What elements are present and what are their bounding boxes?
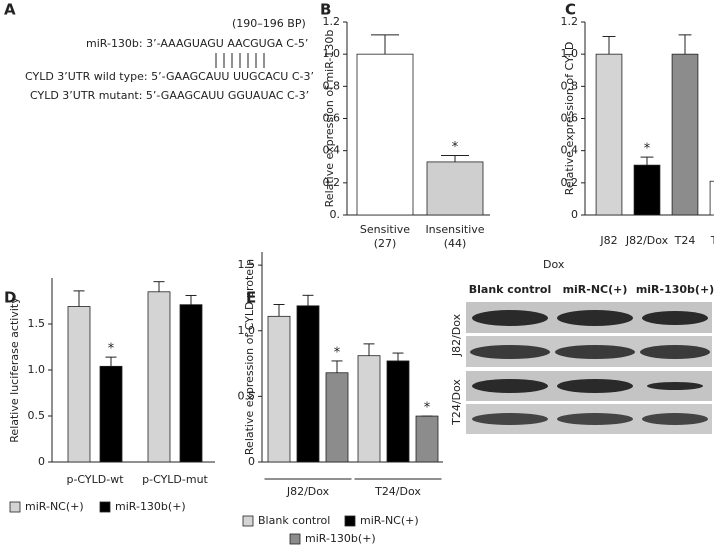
- y-tick-label: 1.0: [28, 363, 46, 376]
- site-note: (190–196 BP): [232, 17, 306, 30]
- legend-swatch: [9, 501, 21, 513]
- panel-letter: E: [246, 289, 256, 307]
- legend-label: miR-NC(+): [25, 500, 84, 513]
- legend-label: miR-130b(+): [305, 532, 376, 545]
- blot-column: miR-NC(+): [563, 283, 628, 296]
- legend-swatch: [289, 533, 301, 545]
- bar: [356, 53, 414, 216]
- x-tick-label: (44): [444, 237, 467, 250]
- panel-letter: A: [4, 1, 16, 19]
- y-tick-label: 0.8: [561, 79, 579, 92]
- significance-mark: *: [644, 142, 651, 157]
- panel-letter: B: [320, 1, 331, 19]
- x-tick-label: J82/Dox: [286, 485, 330, 498]
- bar: [595, 53, 623, 216]
- row-label: Dox: [543, 258, 565, 271]
- pairing-lines: [215, 53, 265, 68]
- legend-swatch: [344, 515, 356, 527]
- x-tick-label: p-CYLD-mut: [142, 473, 208, 486]
- legend-swatch: [99, 501, 111, 513]
- x-tick-label: Sensitive: [360, 223, 410, 236]
- x-tick-label: (27): [374, 237, 397, 250]
- blot: Blank control miR-NC(+) miR-130b(+) J82/…: [450, 283, 714, 436]
- y-tick-label: 0.: [330, 208, 341, 221]
- y-tick-label: 0.6: [561, 112, 579, 125]
- y-tick-label: 1.2: [323, 15, 341, 28]
- x-tick-label: T24/Dox: [374, 485, 421, 498]
- significance-mark: *: [424, 401, 431, 416]
- y-tick-label: 0.2: [561, 176, 579, 189]
- blot-row: T24/Dox: [450, 379, 463, 426]
- y-tick-label: 0: [571, 208, 578, 221]
- y-tick-label: 1.0: [238, 324, 256, 337]
- bar: [386, 360, 410, 463]
- bar: [179, 304, 203, 463]
- y-tick-label: 0.4: [323, 144, 341, 157]
- bar: [296, 305, 320, 463]
- legend-swatch: [242, 515, 254, 527]
- y-axis-label: Relative luciferase activity: [8, 297, 21, 443]
- x-tick-label: Insensitive: [425, 223, 484, 236]
- y-tick-label: 1.5: [238, 258, 256, 271]
- panel-letter: D: [4, 289, 16, 307]
- legend-label: Blank control: [258, 514, 330, 527]
- bar: [709, 180, 714, 216]
- sequence: miR-130b: 3’-AAAGUAGU AACGUGA C-5’: [86, 37, 308, 50]
- bar: [147, 291, 171, 463]
- bar: [633, 164, 661, 216]
- y-tick-label: 0.2: [323, 176, 341, 189]
- significance-mark: *: [108, 342, 115, 357]
- bar: [426, 161, 484, 216]
- sequence: CYLD 3’UTR wild type: 5’-GAAGCAUU UUGCAC…: [25, 70, 314, 83]
- y-tick-label: 0: [248, 455, 255, 468]
- bar: [357, 355, 381, 463]
- significance-mark: *: [452, 140, 459, 155]
- bar: [267, 315, 291, 463]
- y-tick-label: 0.8: [323, 79, 341, 92]
- blot-column: miR-130b(+): [636, 283, 714, 296]
- blot-column: Blank control: [469, 283, 551, 296]
- y-tick-label: 0.5: [238, 389, 256, 402]
- bar: [99, 365, 123, 463]
- legend-label: miR-130b(+): [115, 500, 186, 513]
- x-tick-label: J82: [599, 234, 617, 247]
- y-tick-label: 0.4: [561, 144, 579, 157]
- x-tick-label: p-CYLD-wt: [66, 473, 124, 486]
- y-tick-label: 0.6: [323, 112, 341, 125]
- bar: [67, 306, 91, 463]
- y-axis-label: Relative expression of miR-130b: [323, 30, 336, 208]
- y-tick-label: 1.0: [323, 47, 341, 60]
- y-axis-label: Relative expression of CYLD protein: [243, 259, 256, 455]
- y-tick-label: 1.2: [561, 15, 579, 28]
- x-tick-label: T24/: [710, 234, 714, 247]
- y-axis-label: Relative expression of CYLD: [563, 42, 576, 196]
- y-tick-label: 0.5: [28, 409, 46, 422]
- significance-mark: *: [334, 345, 341, 360]
- bar: [325, 372, 349, 463]
- x-tick-label: J82/Dox: [625, 234, 669, 247]
- y-tick-label: 0: [38, 455, 45, 468]
- y-tick-label: 1.0: [561, 47, 579, 60]
- panel-letter: C: [565, 1, 576, 19]
- bar: [415, 415, 439, 463]
- legend-label: miR-NC(+): [360, 514, 419, 527]
- blot-row: J82/Dox: [450, 313, 463, 357]
- sequence: CYLD 3’UTR mutant: 5’-GAAGCAUU GGUAUAC C…: [30, 89, 309, 102]
- y-tick-label: 1.5: [28, 317, 46, 330]
- bar: [671, 53, 699, 216]
- x-tick-label: T24: [674, 234, 696, 247]
